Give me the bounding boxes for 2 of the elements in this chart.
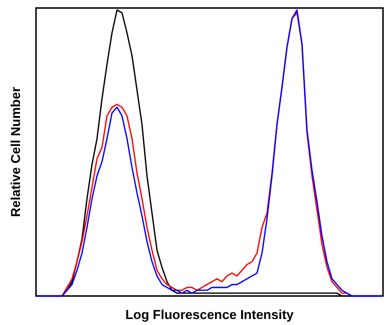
- y-axis-title: Relative Cell Number: [8, 86, 23, 218]
- x-axis-title: Log Fluorescence Intensity: [125, 307, 294, 322]
